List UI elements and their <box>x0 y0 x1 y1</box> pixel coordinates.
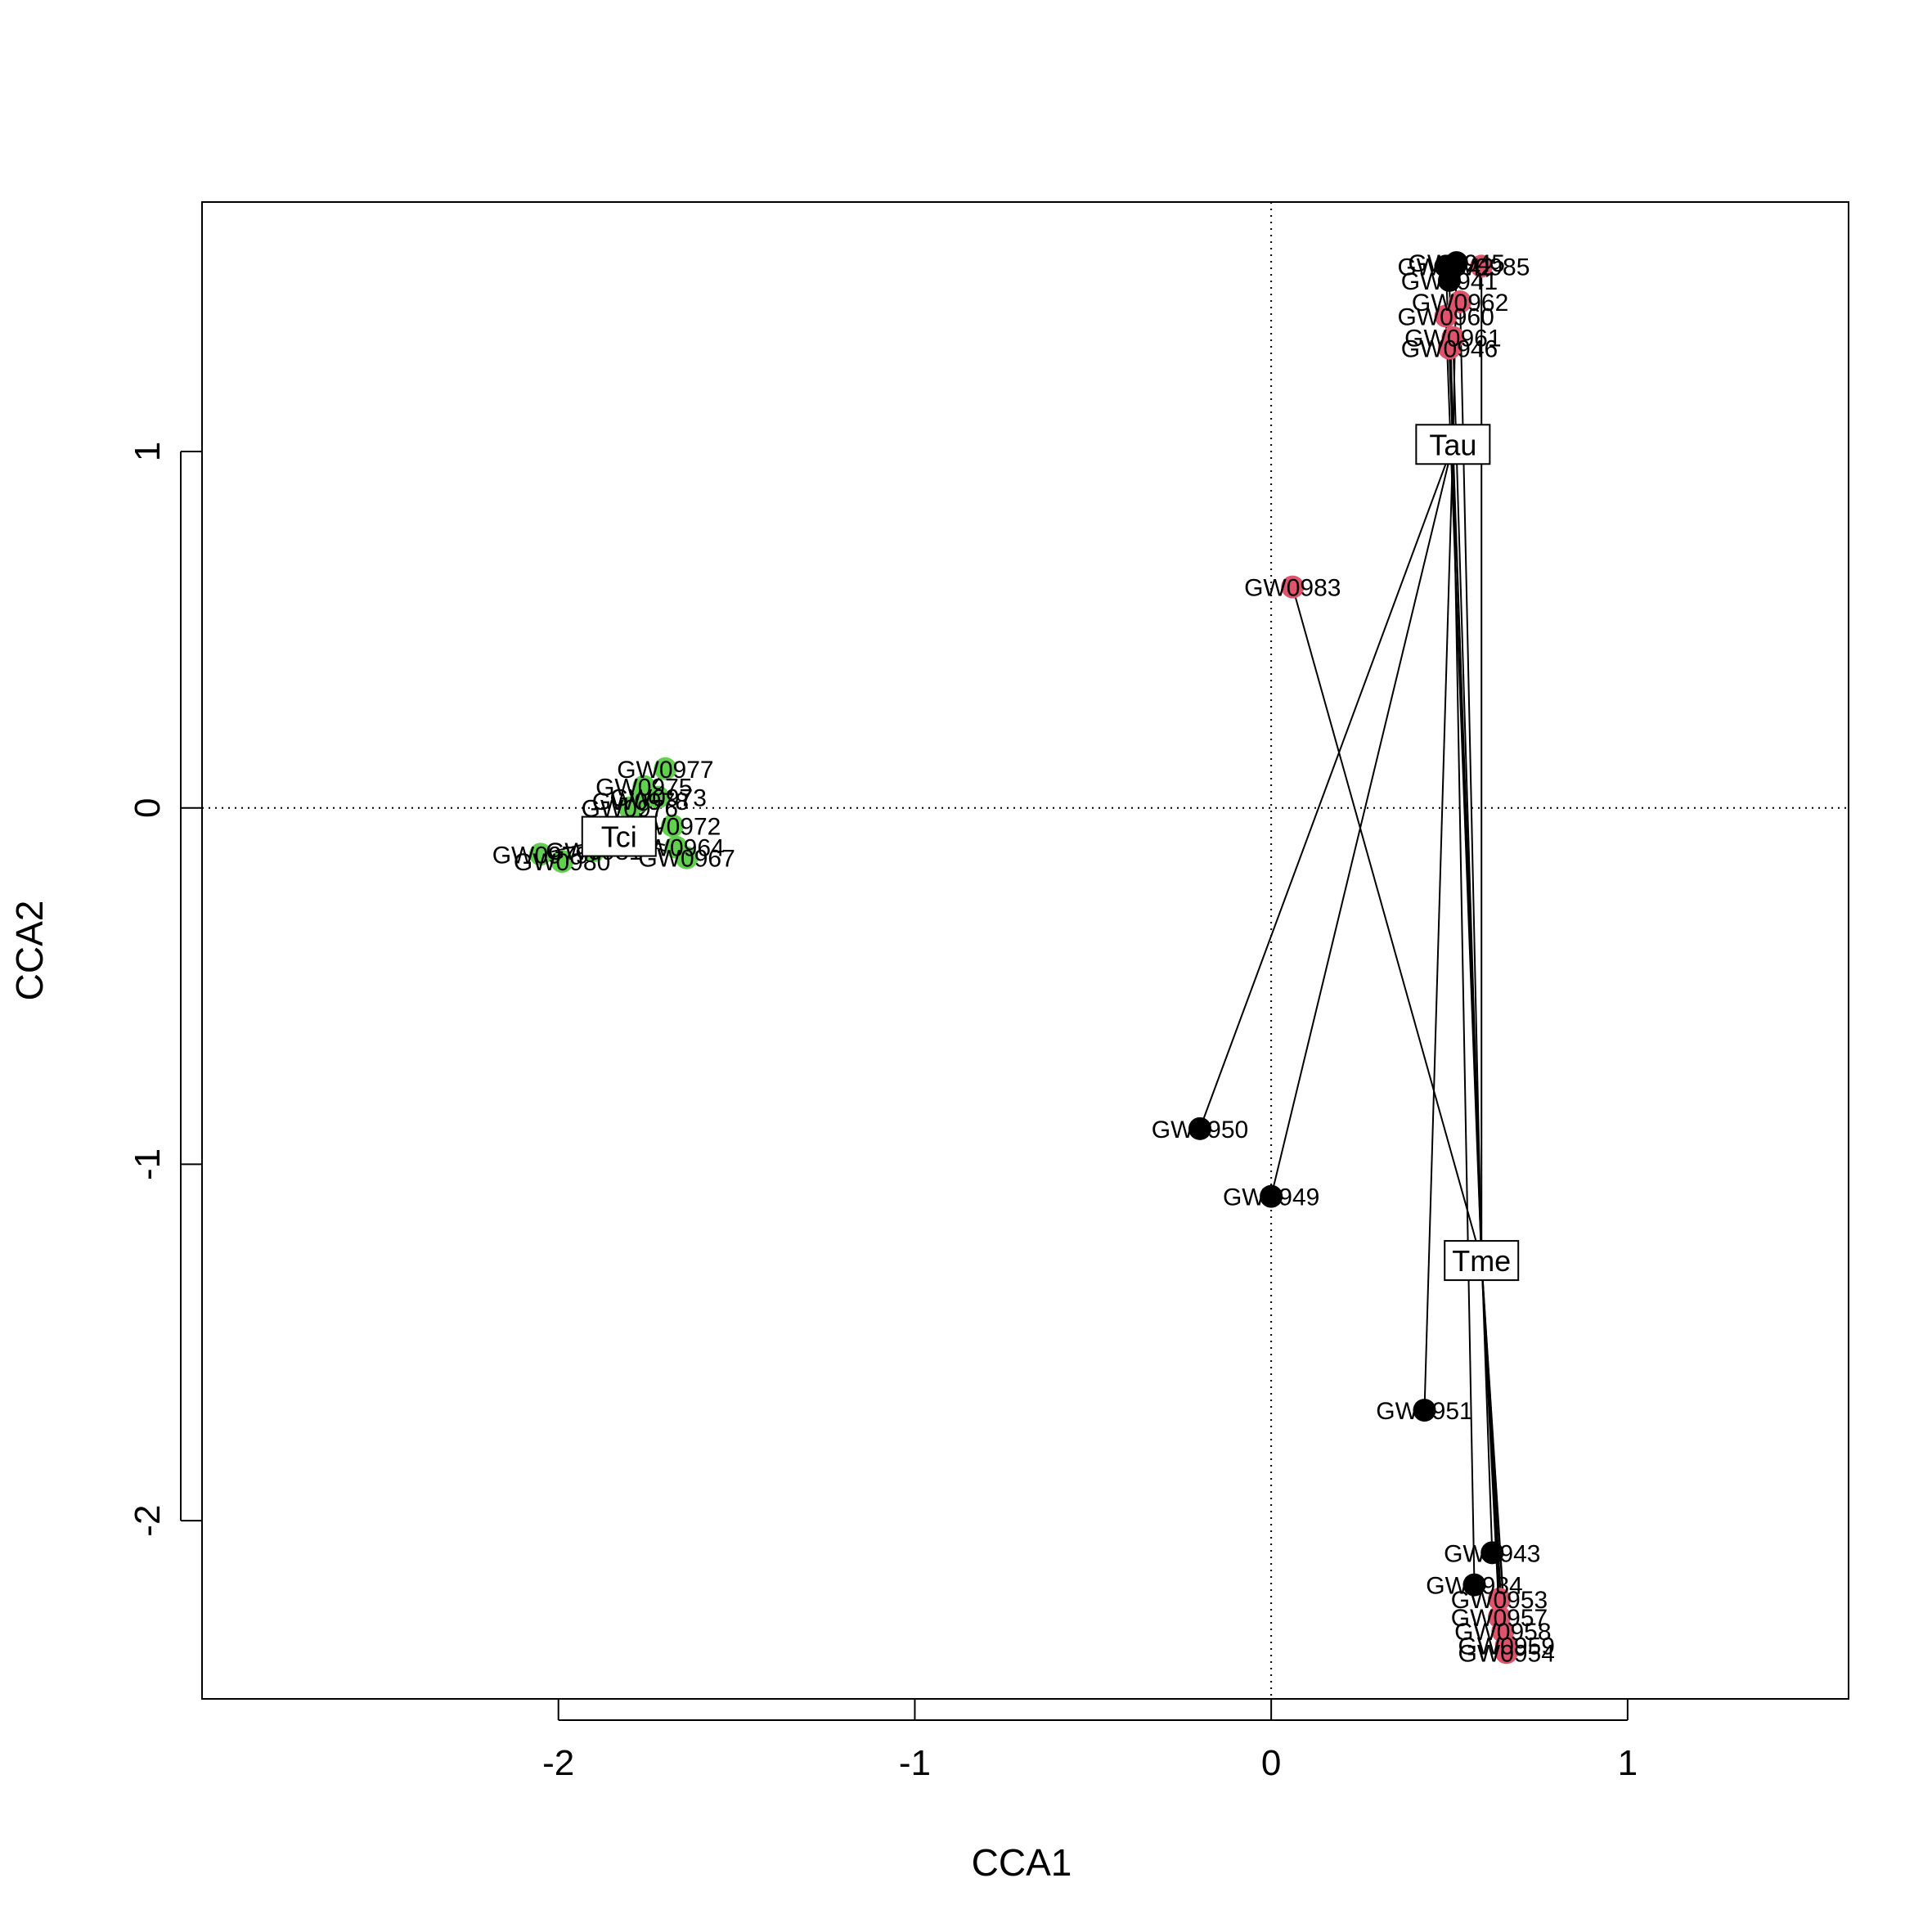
point-label: GW0950 <box>1152 1117 1248 1143</box>
centroid-labels: Tau Tme Tci <box>581 424 1520 1282</box>
data-point <box>1434 254 1458 278</box>
data-point <box>1188 1117 1211 1140</box>
point-label: GW0953 <box>1451 1587 1548 1614</box>
point-label: GW0978 <box>592 789 689 815</box>
data-point <box>1438 336 1461 360</box>
x-axis-title: CCA1 <box>972 1841 1072 1884</box>
y-tick-label: 0 <box>128 798 168 817</box>
point-label: GW0958 <box>1454 1619 1551 1646</box>
data-point <box>1434 304 1458 328</box>
data-points <box>528 251 1518 1665</box>
x-tick-label: -1 <box>899 1743 931 1783</box>
data-point <box>550 850 574 874</box>
point-label: GW0949 <box>1223 1184 1319 1211</box>
spider-line <box>1480 1260 1507 1653</box>
point-label: GW0973 <box>610 785 707 812</box>
data-point <box>1488 1588 1511 1611</box>
spider-line <box>1423 444 1454 1411</box>
point-label: GW0985 <box>1433 254 1530 281</box>
data-point <box>618 796 641 820</box>
point-label: GW0977 <box>617 757 713 784</box>
spider-lines <box>540 263 1507 1653</box>
data-point <box>1494 1641 1518 1665</box>
data-point <box>1413 1399 1436 1422</box>
spider-line <box>1292 586 1483 1261</box>
centroid-box <box>581 815 657 857</box>
point-label: GW0954 <box>1458 1640 1555 1667</box>
point-label: GW0960 <box>1397 303 1494 330</box>
data-point <box>661 814 685 838</box>
x-tick-label: 0 <box>1261 1743 1281 1783</box>
point-label: GW0957 <box>1451 1605 1548 1632</box>
spider-line <box>1270 444 1454 1197</box>
data-point <box>1480 1541 1504 1565</box>
point-label: GW0945 <box>1409 250 1505 277</box>
data-point <box>646 785 670 809</box>
point-label: GW0979 <box>492 842 589 869</box>
x-tick-label: -2 <box>542 1743 574 1783</box>
data-point <box>1260 1184 1283 1208</box>
point-label: GW0946 <box>1401 336 1498 363</box>
point-label: GW0942 <box>1397 254 1494 281</box>
point-label: GW0984 <box>1426 1573 1522 1600</box>
data-point <box>1470 254 1494 278</box>
y-axis-title: CCA2 <box>8 901 51 1001</box>
centroid-label: Tci <box>601 820 637 854</box>
point-label: GW0961 <box>1404 326 1501 353</box>
y-tick-label: -2 <box>128 1505 168 1537</box>
data-point <box>528 842 552 866</box>
plot-frame <box>201 201 1849 1700</box>
x-tick-label: 1 <box>1618 1743 1638 1783</box>
point-label: GW0959 <box>1458 1633 1555 1660</box>
y-tick-label: 1 <box>128 442 168 461</box>
data-point <box>1449 290 1472 313</box>
point-labels: GW0950GW0949GW0951GW0943GW0984GW0945GW09… <box>492 250 1555 1667</box>
data-point <box>1462 1573 1486 1597</box>
centroid-box <box>1415 424 1491 465</box>
centroid-box <box>1444 1240 1520 1282</box>
axes: -2 -1 0 1 -2 -1 0 1 <box>128 201 1849 1783</box>
y-tick-label: -1 <box>128 1148 168 1180</box>
point-label: GW0943 <box>1444 1540 1540 1567</box>
reference-lines <box>202 202 1849 1699</box>
point-label: GW0962 <box>1412 290 1508 317</box>
point-label: GW0983 <box>1244 575 1341 602</box>
data-point <box>1281 575 1305 599</box>
point-label: GW0951 <box>1376 1398 1472 1425</box>
spider-line <box>1452 444 1476 1585</box>
point-label: GW0941 <box>1401 268 1498 295</box>
centroid-label: Tme <box>1452 1244 1511 1278</box>
centroid-label: Tau <box>1429 428 1476 461</box>
data-point <box>675 846 699 869</box>
spider-line <box>1449 348 1483 1261</box>
point-label: GW0975 <box>595 775 692 802</box>
data-point <box>654 757 677 780</box>
spider-line <box>1199 443 1454 1130</box>
